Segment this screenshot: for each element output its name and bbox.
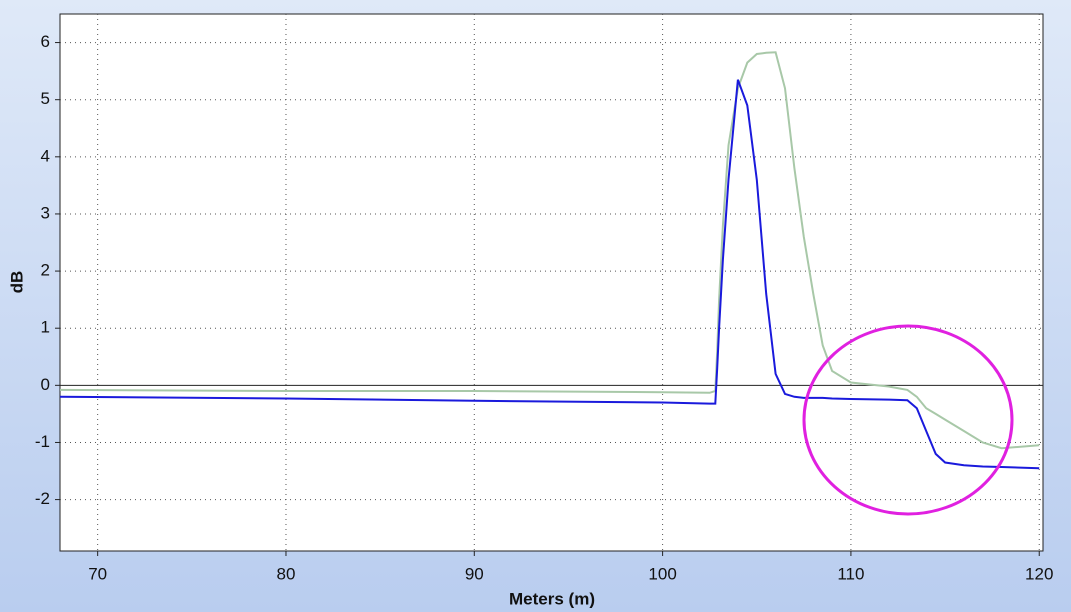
x-tick-label: 100: [648, 564, 676, 583]
y-axis-title: dB: [7, 271, 26, 294]
plot-layer: [55, 14, 1043, 556]
x-tick-label: 80: [277, 564, 296, 583]
y-tick-label: 3: [41, 203, 50, 222]
x-axis-title: Meters (m): [509, 589, 595, 608]
series-line: [59, 79, 1040, 470]
plot-area: [59, 13, 1044, 552]
y-tick-label: 6: [41, 32, 50, 51]
x-tick-label: 120: [1025, 564, 1053, 583]
x-tick-label: 110: [837, 564, 864, 583]
y-tick-label: 4: [41, 146, 50, 165]
highlight-ellipse: [802, 324, 1014, 516]
y-tick-label: -2: [35, 489, 50, 508]
x-tick-label: 70: [88, 564, 107, 583]
y-tick-label: 1: [41, 318, 50, 337]
y-tick-label: 5: [41, 89, 50, 108]
y-tick-label: -1: [35, 432, 50, 451]
y-tick-label: 0: [41, 375, 50, 394]
x-tick-label: 90: [465, 564, 484, 583]
y-tick-label: 2: [41, 261, 50, 280]
